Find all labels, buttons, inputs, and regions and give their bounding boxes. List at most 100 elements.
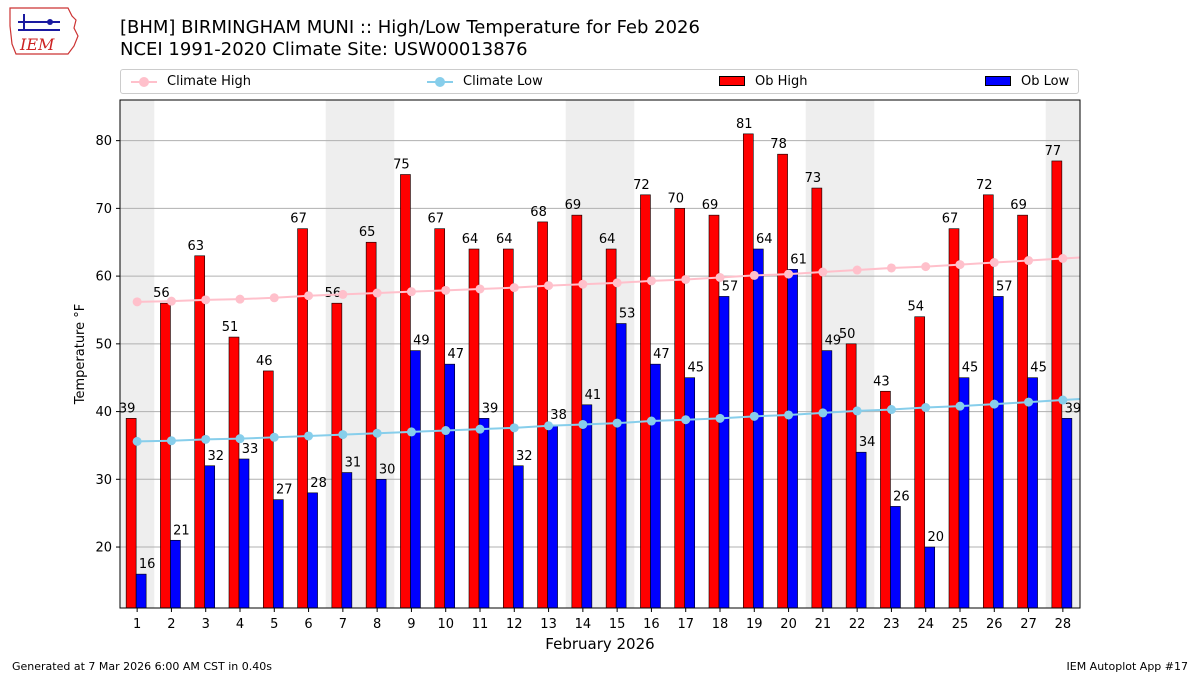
climate-low-point	[612, 418, 622, 428]
climate-low-point	[818, 408, 828, 418]
climate-high-point	[475, 284, 485, 294]
x-tick-label: 12	[506, 617, 523, 632]
generated-timestamp: Generated at 7 Mar 2026 6:00 AM CST in 0…	[12, 660, 272, 673]
y-tick-label: 70	[95, 202, 112, 217]
x-tick-label: 7	[339, 617, 347, 632]
ob-high-bar	[297, 228, 308, 609]
x-tick-label: 27	[1020, 617, 1037, 632]
x-tick-label: 14	[575, 617, 592, 632]
ob-low-bar	[924, 546, 936, 609]
ob-low-bar	[170, 539, 181, 609]
climate-high-point	[646, 276, 656, 286]
climate-low-point	[1024, 397, 1034, 407]
climate-high-point	[1058, 253, 1068, 263]
ob-high-bar	[228, 336, 240, 609]
x-tick-label: 3	[202, 617, 210, 632]
x-tick-label: 2	[167, 617, 175, 632]
ob-low-label: 27	[276, 483, 293, 498]
ob-low-bar	[410, 350, 421, 609]
climate-low-point	[852, 406, 862, 416]
ob-high-label: 69	[1010, 198, 1027, 213]
plot-frame	[119, 99, 1081, 609]
x-tick-label: 21	[815, 617, 832, 632]
ob-high-label: 67	[427, 212, 444, 227]
x-tick-label: 25	[952, 617, 969, 632]
ob-low-label: 49	[825, 334, 842, 349]
ob-low-label: 53	[619, 307, 636, 322]
x-tick-label: 28	[1055, 617, 1072, 632]
x-tick-label: 24	[917, 617, 934, 632]
ob-high-bar	[845, 343, 857, 609]
x-tick-label: 26	[986, 617, 1003, 632]
legend-ob-low-label: Ob Low	[1021, 74, 1070, 89]
ob-high-bar	[948, 228, 960, 609]
climate-high-point	[441, 285, 451, 295]
ob-high-label: 54	[907, 300, 924, 315]
ob-low-label: 57	[722, 279, 739, 294]
ob-high-label: 39	[119, 401, 136, 416]
weekend-band	[120, 100, 155, 608]
y-tick-label: 20	[95, 541, 112, 556]
climate-high-point	[201, 295, 211, 305]
climate-high-point	[372, 288, 382, 298]
ob-low-bar	[958, 377, 970, 609]
ob-high-bar	[262, 370, 274, 609]
ob-low-bar	[135, 573, 147, 609]
x-tick-label: 23	[883, 617, 900, 632]
ob-low-bar	[204, 465, 216, 609]
ob-low-label: 45	[687, 361, 704, 376]
ob-high-label: 65	[359, 225, 376, 240]
ob-high-bar	[434, 228, 446, 609]
ob-low-bar	[581, 404, 593, 609]
ob-low-bar	[718, 296, 730, 609]
ob-low-label: 39	[482, 401, 499, 416]
ob-high-label: 64	[496, 232, 513, 247]
ob-low-label: 21	[173, 523, 190, 538]
ob-high-label: 67	[942, 212, 959, 227]
ob-high-label: 77	[1045, 144, 1062, 159]
climate-high-point	[1024, 256, 1034, 266]
climate-low-point	[544, 421, 554, 431]
climate-low-point	[578, 419, 588, 429]
climate-low-point	[372, 428, 382, 438]
ob-low-label: 61	[790, 252, 807, 267]
x-tick-label: 19	[746, 617, 763, 632]
ob-low-label: 64	[756, 232, 773, 247]
x-tick-label: 20	[780, 617, 797, 632]
climate-high-point	[886, 263, 896, 273]
climate-low-point	[715, 413, 725, 423]
ob-low-label: 45	[1030, 361, 1047, 376]
ob-low-label: 47	[653, 347, 670, 362]
y-tick-label: 60	[95, 270, 112, 285]
ob-high-label: 72	[976, 178, 993, 193]
ob-high-label: 63	[187, 239, 204, 254]
ob-low-label: 45	[962, 361, 979, 376]
ob-high-label: 50	[839, 327, 856, 342]
climate-high-point	[132, 297, 142, 307]
ob-high-label: 69	[565, 198, 582, 213]
ob-low-bar	[855, 451, 867, 609]
ob-high-label: 46	[256, 354, 273, 369]
climate-high-point	[955, 260, 965, 270]
app-label: IEM Autoplot App #17	[1066, 660, 1189, 673]
climate-low-point	[921, 403, 931, 413]
y-tick-label: 80	[95, 134, 112, 149]
climate-high-point	[852, 265, 862, 275]
ob-low-label: 39	[1065, 401, 1082, 416]
climate-low-point	[132, 436, 142, 446]
x-tick-label: 1	[133, 617, 141, 632]
ob-high-label: 56	[325, 286, 342, 301]
ob-low-label: 26	[893, 489, 910, 504]
ob-low-label: 33	[242, 442, 259, 457]
ob-low-label: 41	[585, 388, 602, 403]
ob-low-bar	[787, 269, 798, 609]
ob-high-bar	[742, 133, 754, 609]
ob-high-bar	[880, 390, 891, 609]
ob-high-label: 67	[290, 212, 307, 227]
ob-high-label: 43	[873, 374, 890, 389]
ob-low-label: 34	[859, 435, 876, 450]
ob-high-bar	[365, 241, 377, 609]
ob-high-label: 64	[462, 232, 479, 247]
climate-low-point	[749, 411, 759, 421]
legend-climate-low-label: Climate Low	[463, 74, 543, 89]
